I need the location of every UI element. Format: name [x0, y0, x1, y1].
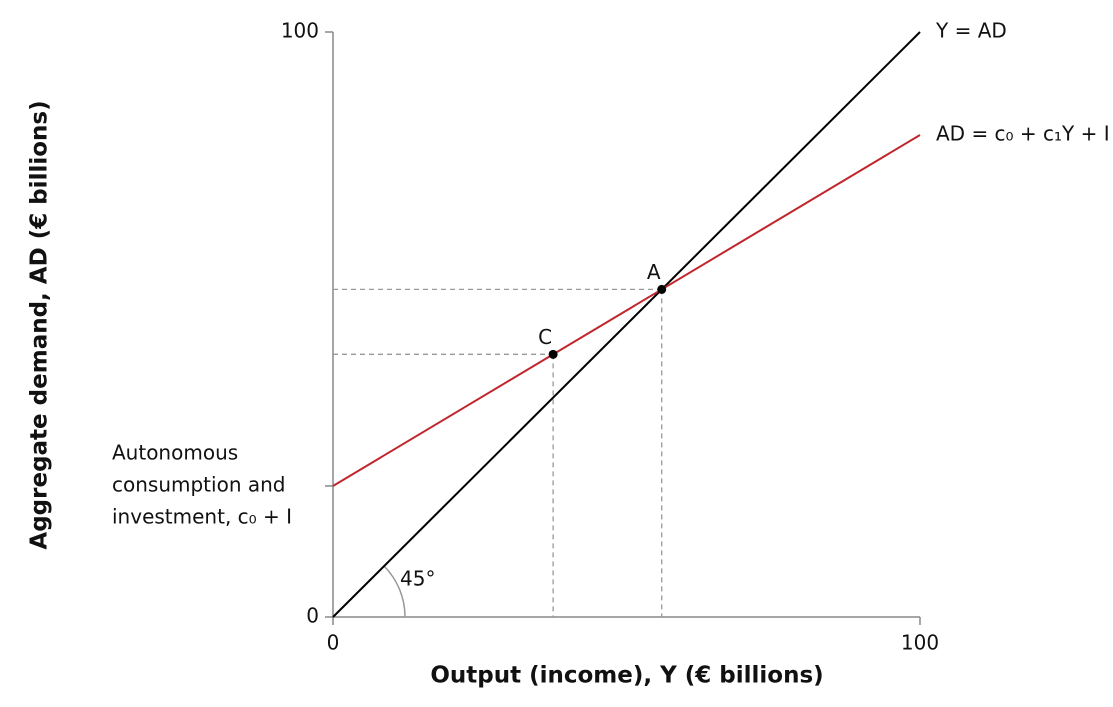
intercept-label: consumption and	[112, 472, 285, 496]
x-tick-label: 100	[901, 631, 939, 655]
x-tick-label: 0	[327, 631, 340, 655]
series-label: AD = c₀ + c₁Y + I	[936, 121, 1110, 145]
point	[657, 284, 667, 294]
point	[548, 349, 558, 359]
y-axis-title: Aggregate demand, AD (€ billions)	[27, 100, 53, 549]
series-label: Y = AD	[935, 19, 1007, 43]
angle-label: 45°	[400, 567, 435, 591]
y-tick-label: 0	[306, 604, 319, 628]
intercept-label: Autonomous	[112, 440, 238, 464]
point-label: A	[647, 260, 661, 284]
intercept-label: investment, c₀ + I	[112, 504, 292, 528]
angle-arc	[383, 565, 406, 618]
point-label: C	[538, 325, 552, 349]
series-line	[332, 134, 921, 487]
x-axis-title: Output (income), Y (€ billions)	[430, 663, 823, 689]
y-tick-label: 100	[281, 19, 319, 43]
series-line	[332, 31, 921, 618]
